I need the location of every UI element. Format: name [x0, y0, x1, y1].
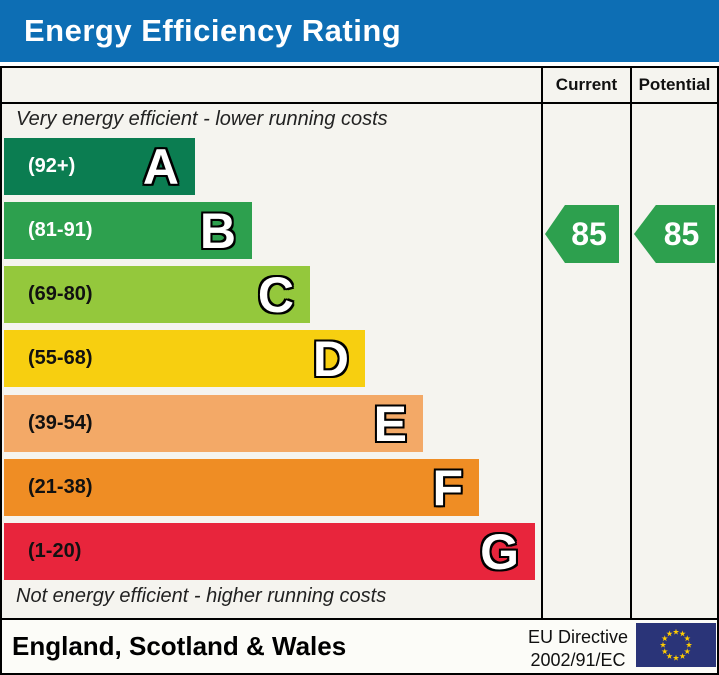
- band-range: (1-20): [28, 540, 82, 562]
- band-letter: B: [199, 202, 236, 259]
- potential-rating-arrow: 85: [634, 205, 715, 263]
- band-row-c: (69-80) C: [4, 266, 310, 323]
- current-rating-value: 85: [571, 215, 607, 252]
- eu-directive-line2: 2002/91/EC: [530, 649, 626, 670]
- region-label: England, Scotland & Wales: [12, 631, 347, 661]
- band-letter: F: [432, 459, 463, 516]
- band-letter: A: [142, 138, 179, 195]
- band-row-d: (55-68) D: [4, 330, 365, 387]
- band-letter: E: [373, 395, 407, 452]
- band-letter: D: [312, 330, 349, 387]
- band-row-b: (81-91) B: [4, 202, 252, 259]
- footer-background: [2, 620, 717, 673]
- band-range: (69-80): [28, 283, 93, 305]
- band-range: (21-38): [28, 476, 93, 498]
- page-title: Energy Efficiency Rating: [24, 13, 402, 48]
- band-range: (92+): [28, 155, 76, 177]
- title-bar: Energy Efficiency Rating: [0, 0, 719, 62]
- band-range: (81-91): [28, 219, 93, 241]
- column-divider-potential: [630, 68, 632, 620]
- eu-directive-label: EU Directive 2002/91/EC: [526, 626, 630, 671]
- column-header-potential: Potential: [638, 75, 711, 94]
- band-range: (55-68): [28, 347, 93, 369]
- column-divider-current: [541, 68, 543, 620]
- header-separator: [2, 102, 717, 104]
- epc-rating-table: Current Potential Very energy efficient …: [0, 66, 719, 675]
- band-row-e: (39-54) E: [4, 395, 423, 452]
- column-header-current: Current: [555, 75, 618, 94]
- band-row-g: (1-20) G: [4, 523, 535, 580]
- band-range: (39-54): [28, 412, 93, 434]
- current-rating-arrow: 85: [545, 205, 619, 263]
- band-row-a: (92+) A: [4, 138, 195, 195]
- band-letter: G: [480, 523, 519, 580]
- caption-not-efficient: Not energy efficient - higher running co…: [16, 585, 387, 607]
- eu-directive-line1: EU Directive: [527, 627, 629, 647]
- band-row-f: (21-38) F: [4, 459, 479, 516]
- potential-rating-value: 85: [663, 215, 700, 252]
- band-letter: C: [257, 266, 294, 323]
- eu-flag-icon: [636, 623, 716, 667]
- caption-very-efficient: Very energy efficient - lower running co…: [16, 108, 388, 130]
- footer-separator: [2, 618, 717, 620]
